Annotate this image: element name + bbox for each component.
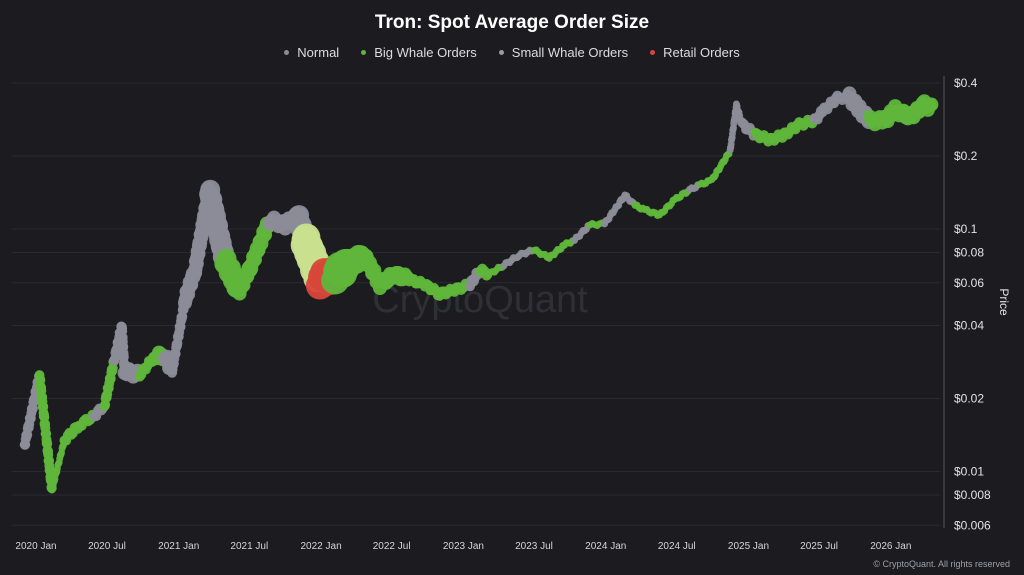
x-tick-label: 2020 Jul [88,541,126,552]
data-points [19,86,939,494]
x-tick-label: 2026 Jan [870,541,911,552]
y-tick-label: $0.2 [954,149,978,163]
y-axis-label: Price [997,288,1011,316]
x-tick-label: 2024 Jan [585,541,626,552]
legend: Normal Big Whale Orders Small Whale Orders… [0,45,1024,60]
y-tick-label: $0.02 [954,392,984,406]
legend-marker [361,50,367,55]
x-tick-label: 2021 Jul [230,541,268,552]
x-tick-label: 2022 Jan [300,541,341,552]
legend-item-retail[interactable]: Retail Orders [650,45,740,60]
chart-title: Tron: Spot Average Order Size [374,12,650,33]
legend-marker [650,50,656,55]
y-tick-label: $0.01 [954,465,984,479]
legend-item-big[interactable]: Big Whale Orders [361,45,477,60]
legend-label: Normal [297,45,340,60]
legend-item-normal[interactable]: Normal [284,45,339,60]
x-tick-label: 2025 Jul [800,541,838,552]
x-tick-label: 2024 Jul [658,541,696,552]
y-tick-label: $0.006 [954,518,991,532]
legend-label: Big Whale Orders [374,45,477,60]
legend-label: Retail Orders [663,45,740,60]
legend-label: Small Whale Orders [511,45,629,60]
x-tick-label: 2023 Jul [515,541,553,552]
y-tick-label: $0.06 [954,276,984,290]
legend-marker [498,50,504,55]
y-tick-label: $0.4 [954,76,978,90]
copyright-text: © CryptoQuant. All rights reserved [873,559,1010,569]
x-tick-label: 2025 Jan [728,541,769,552]
y-tick-label: $0.1 [954,222,978,236]
y-tick-label: $0.08 [954,246,984,260]
x-tick-label: 2020 Jan [15,541,56,552]
legend-marker [284,50,290,55]
data-point-big [924,97,939,112]
x-tick-label: 2021 Jan [158,541,199,552]
y-tick-label: $0.008 [954,488,991,502]
legend-item-small[interactable]: Small Whale Orders [498,45,629,60]
y-tick-label: $0.04 [954,319,984,333]
x-tick-label: 2023 Jan [443,541,484,552]
x-tick-label: 2022 Jul [373,541,411,552]
